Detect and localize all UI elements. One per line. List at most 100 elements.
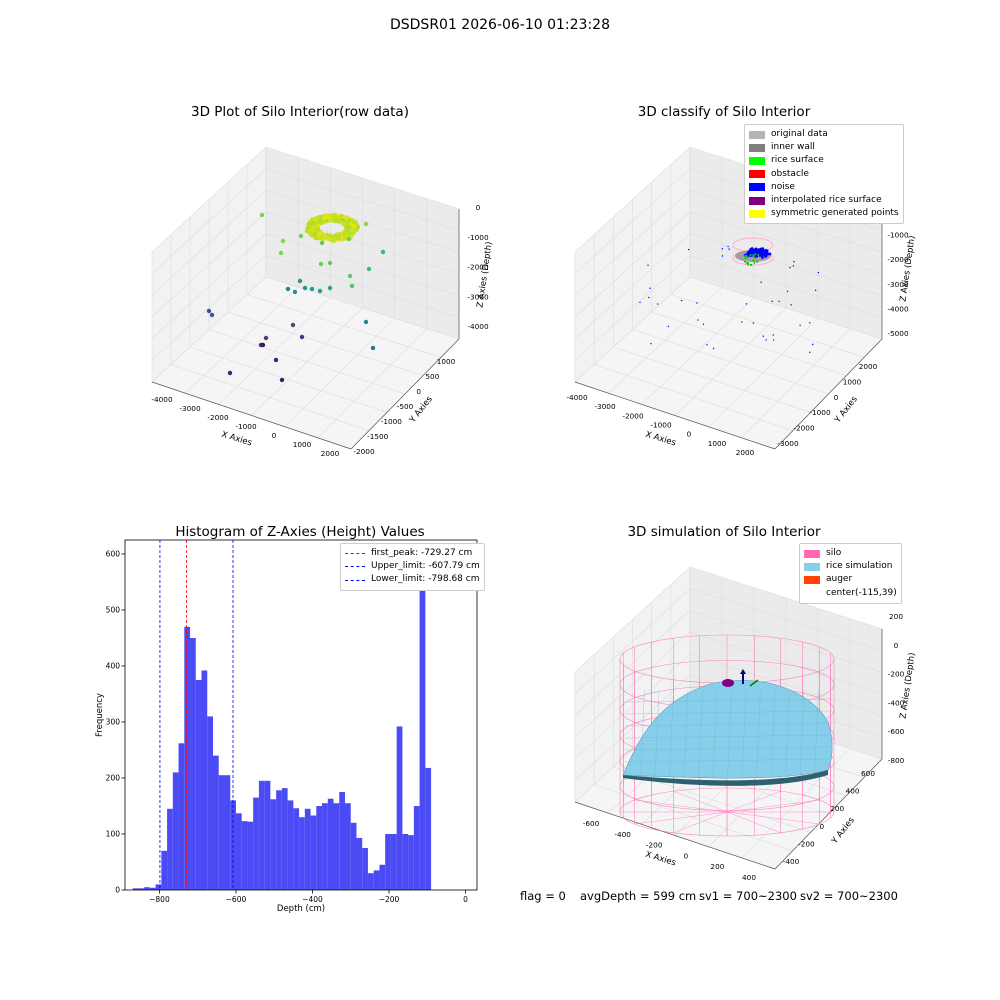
p1-data-point	[347, 273, 353, 279]
p2-noise-point	[762, 335, 765, 337]
legend-swatch	[804, 562, 820, 571]
legend-swatch	[749, 209, 765, 218]
p1-data-point	[318, 261, 324, 267]
histogram-legend: first_peak: -729.27 cm Upper_limit: -607…	[340, 543, 485, 591]
histogram-bar	[190, 638, 196, 890]
p1-grid-line	[151, 168, 460, 274]
histogram-y-tick-label: 100	[106, 830, 121, 839]
p2-rice-point	[752, 259, 755, 262]
p2-noise-point	[639, 301, 641, 304]
legend-line	[345, 579, 365, 581]
p2-noise-point	[760, 281, 762, 283]
p4-x-axis-label: X Axies	[644, 850, 677, 869]
p2-noise-point	[749, 248, 753, 252]
p4-x-tick-label: 200	[710, 862, 724, 871]
p1-x-tick-label: 2000	[321, 449, 340, 458]
legend-label: auger	[826, 574, 853, 585]
histogram-x-tick-label: −200	[379, 895, 400, 904]
p1-data-point	[327, 260, 333, 266]
legend-swatch	[749, 183, 765, 192]
histogram-bar	[373, 870, 380, 890]
p4-rice-mesh	[698, 689, 703, 778]
p2-noise-point	[772, 334, 774, 336]
p2-grid-line	[670, 294, 865, 358]
p2-noise-point	[809, 322, 811, 324]
p2-rice-point	[752, 255, 755, 258]
p2-noise-point	[687, 248, 690, 251]
p2-rice-point	[753, 261, 756, 264]
legend-label: center(-115,39)	[826, 587, 897, 598]
p2-noise-point	[697, 319, 699, 321]
legend-entry-interpolated-rice-surface: interpolated rice surface	[749, 194, 899, 207]
p2-noise-point	[793, 261, 795, 263]
histogram-bar	[195, 680, 202, 890]
p1-data-point	[280, 238, 286, 244]
p2-noise-point	[790, 304, 792, 306]
p1-x-tick-label: 0	[272, 431, 277, 440]
p2-noise-point	[741, 321, 743, 323]
p2-noise-point	[756, 251, 760, 255]
p4-rice-mesh	[683, 689, 689, 778]
p1-data-point	[315, 227, 321, 232]
histogram-y-axis-label: Frequency	[95, 693, 105, 737]
legend-label: first_peak: -729.27 cm	[371, 548, 473, 558]
p1-data-point	[317, 288, 323, 294]
p2-noise-point	[702, 323, 705, 325]
p2-y-tick-label: -2000	[793, 424, 815, 433]
p4-rice-mesh	[624, 746, 833, 751]
p1-y-tick-label: -2000	[353, 447, 375, 456]
p2-noise-point	[745, 303, 748, 305]
p1-data-point	[263, 335, 269, 341]
histogram-x-axis-label: Depth (cm)	[277, 904, 325, 914]
histogram-bar	[356, 837, 363, 890]
p1-data-point	[343, 236, 348, 241]
footer-sv2: sv2 = 700~2300	[800, 889, 898, 903]
histogram-bar	[161, 850, 168, 890]
p2-rice-point	[749, 254, 752, 257]
p1-point-cloud	[206, 212, 386, 383]
p4-rice-mesh	[770, 689, 776, 778]
p2-y-tick-label: -1000	[809, 408, 831, 417]
p2-noise-point	[778, 300, 780, 303]
histogram-bar	[350, 822, 357, 890]
p4-x-tick-label: -600	[583, 819, 600, 828]
p1-data-point	[259, 212, 265, 218]
p4-x-axis-line	[574, 801, 776, 870]
p1-data-point	[273, 357, 279, 363]
histogram-bar	[247, 821, 254, 890]
p2-y-tick-label: -3000	[777, 439, 799, 448]
p4-rice-mesh	[669, 689, 674, 778]
p2-noise-point	[771, 300, 773, 303]
p2-noise-point	[647, 264, 649, 266]
legend-label: Upper_limit: -607.79 cm	[371, 561, 480, 572]
p2-noise-point	[812, 343, 814, 346]
histogram-bars	[132, 559, 432, 890]
p2-noise-point	[763, 254, 767, 258]
p1-data-point	[206, 308, 212, 314]
footer-sv1: sv1 = 700~2300	[699, 889, 797, 903]
p1-data-point	[349, 283, 355, 289]
legend-entry-original-data: original data	[749, 128, 899, 141]
p2-rice-point	[754, 253, 757, 256]
histogram-bar	[201, 670, 208, 890]
p1-z-tick-label: -1000	[467, 233, 489, 242]
p4-silo-wire	[726, 790, 781, 813]
histogram-bar	[253, 797, 259, 890]
histogram-bar	[258, 780, 265, 890]
p4-axis-arrowhead	[740, 669, 746, 674]
legend-entry-upper-limit: Upper_limit: -607.79 cm	[345, 560, 480, 573]
p2-y-tick-label: 0	[834, 393, 839, 402]
p2-noise-point	[649, 287, 651, 289]
p4-y-tick-label: 200	[830, 804, 844, 813]
p1-data-point	[322, 215, 327, 221]
p4-x-tick-label: -200	[646, 841, 663, 850]
p1-data-point	[327, 285, 333, 291]
panel2-title: 3D classify of Silo Interior	[637, 104, 811, 120]
histogram-x-tick-label: −400	[302, 895, 323, 904]
p1-x-axis-label: X Axies	[220, 430, 253, 449]
legend-entry-obstacle: obstacle	[749, 168, 899, 181]
p4-z-tick-label: -200	[888, 670, 905, 679]
legend-entry-rice-simulation: rice simulation	[804, 560, 897, 573]
legend-entry-noise: noise	[749, 181, 899, 194]
